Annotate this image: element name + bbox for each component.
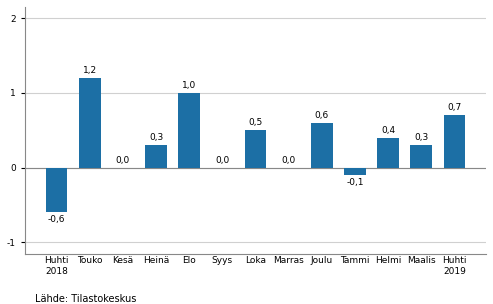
Text: 0,0: 0,0 xyxy=(215,156,230,165)
Text: 0,0: 0,0 xyxy=(282,156,296,165)
Text: 0,7: 0,7 xyxy=(447,103,461,112)
Bar xyxy=(46,168,68,212)
Bar xyxy=(245,130,266,168)
Text: 1,0: 1,0 xyxy=(182,81,196,90)
Text: Lähde: Tilastokeskus: Lähde: Tilastokeskus xyxy=(35,294,136,304)
Text: 0,3: 0,3 xyxy=(149,133,163,142)
Text: 0,0: 0,0 xyxy=(116,156,130,165)
Text: -0,1: -0,1 xyxy=(346,178,364,187)
Bar xyxy=(344,168,366,175)
Bar xyxy=(79,78,101,168)
Text: -0,6: -0,6 xyxy=(48,216,66,224)
Text: 0,5: 0,5 xyxy=(248,118,263,127)
Text: 0,4: 0,4 xyxy=(381,126,395,135)
Bar xyxy=(178,93,200,168)
Bar xyxy=(377,138,399,168)
Bar xyxy=(311,123,333,168)
Bar xyxy=(411,145,432,168)
Text: 1,2: 1,2 xyxy=(83,66,97,75)
Text: 0,6: 0,6 xyxy=(315,111,329,120)
Bar xyxy=(444,115,465,168)
Text: 0,3: 0,3 xyxy=(414,133,428,142)
Bar xyxy=(145,145,167,168)
